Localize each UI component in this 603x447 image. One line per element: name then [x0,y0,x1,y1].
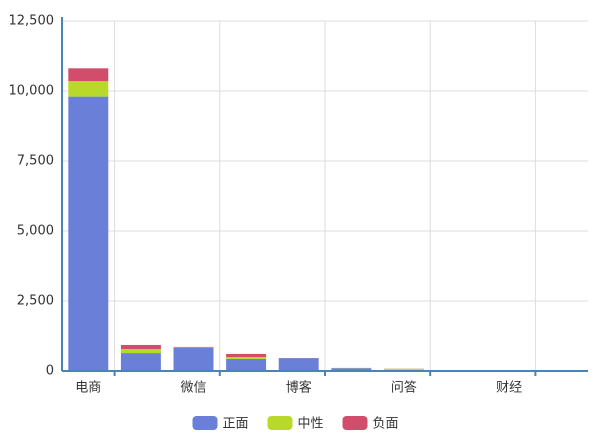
legend-label: 正面 [223,417,249,432]
y-tick-label: 10,000 [9,84,55,99]
bar-segment [226,353,267,357]
y-tick-label: 0 [46,364,54,379]
x-tick-label: 问答 [391,380,417,396]
bar-segment [226,357,267,359]
bar-segment [173,347,214,371]
bar-segment [68,96,109,371]
y-tick-label: 2,500 [17,294,54,309]
bar-segment [120,344,161,350]
bar-segment [120,349,161,354]
legend-label: 负面 [373,417,399,432]
legend-label: 中性 [298,417,324,432]
y-tick-label: 12,500 [9,14,55,29]
x-tick-label: 财经 [496,381,522,396]
y-tick-label: 5,000 [17,224,54,239]
x-tick-label: 博客 [286,380,312,396]
legend-swatch [342,416,368,430]
bar-segment [226,358,267,371]
y-tick-label: 7,500 [17,154,54,169]
bar-segment [331,368,372,371]
x-tick-label: 电商 [75,381,101,396]
x-tick-label: 微信 [180,381,206,396]
bar-segment [173,346,214,348]
legend-swatch [267,416,293,430]
bar-segment [383,368,424,370]
legend-swatch [192,416,218,430]
bar-segment [68,81,109,97]
bar-segment [68,68,109,82]
bar-segment [120,353,161,371]
bar-segment [278,358,319,371]
